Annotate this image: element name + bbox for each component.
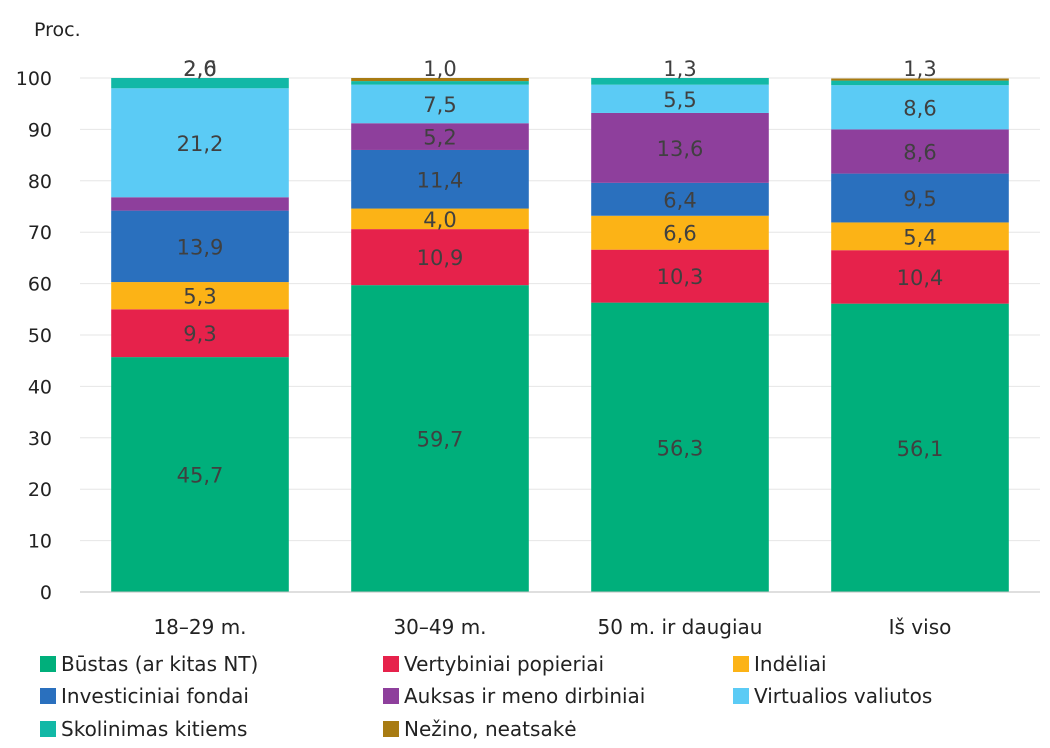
bar-segment-0-4 bbox=[111, 197, 289, 211]
bar-segment-2-4 bbox=[591, 112, 769, 183]
legend-swatch-6 bbox=[40, 721, 56, 737]
bars bbox=[111, 78, 1009, 592]
data-label-0-0: 45,7 bbox=[177, 464, 224, 488]
legend-swatch-3 bbox=[40, 688, 56, 704]
data-label-1-3: 11,4 bbox=[417, 168, 464, 192]
y-tick-label-30: 30 bbox=[28, 428, 52, 450]
bar-segment-0-3 bbox=[111, 210, 289, 283]
bar-segment-3-1 bbox=[831, 250, 1009, 304]
bar-segment-2-1 bbox=[591, 249, 769, 303]
data-label-1-7: 1,0 bbox=[423, 57, 456, 81]
legend-swatch-0 bbox=[40, 656, 56, 672]
bar-segment-0-6 bbox=[111, 78, 289, 89]
bar-segment-2-5 bbox=[591, 84, 769, 113]
category-label-3: Iš viso bbox=[889, 615, 952, 639]
data-label-0-4: 2,6 bbox=[183, 57, 216, 81]
legend-swatch-4 bbox=[383, 688, 399, 704]
bar-segment-0-0 bbox=[111, 357, 289, 592]
data-label-2-1: 10,3 bbox=[657, 265, 704, 289]
bar-segment-2-2 bbox=[591, 215, 769, 250]
category-label-2: 50 m. ir daugiau bbox=[598, 615, 763, 639]
bar-segment-3-4 bbox=[831, 129, 1009, 174]
data-label-2-3: 6,4 bbox=[663, 188, 696, 212]
y-tick-label-90: 90 bbox=[28, 119, 52, 141]
bar-segment-3-3 bbox=[831, 173, 1009, 223]
data-label-1-0: 59,7 bbox=[417, 428, 464, 452]
y-tick-label-100: 100 bbox=[16, 68, 52, 90]
data-label-1-2: 4,0 bbox=[423, 208, 456, 232]
legend-label-6: Skolinimas kitiems bbox=[61, 717, 247, 741]
bar-segment-0-1 bbox=[111, 309, 289, 358]
data-label-0-3: 13,9 bbox=[177, 235, 224, 259]
y-tick-label-50: 50 bbox=[28, 325, 52, 347]
legend: Būstas (ar kitas NT) Vertybiniai popieria… bbox=[40, 652, 932, 741]
y-tick-label-40: 40 bbox=[28, 376, 52, 398]
bar-segment-3-5 bbox=[831, 85, 1009, 130]
bar-segment-3-2 bbox=[831, 222, 1009, 251]
category-label-0: 18–29 m. bbox=[153, 615, 246, 639]
bar-segment-3-6 bbox=[831, 80, 1009, 86]
bar-segment-2-0 bbox=[591, 302, 769, 592]
bar-segment-0-2 bbox=[111, 282, 289, 310]
data-label-0-2: 5,3 bbox=[183, 285, 216, 309]
y-unit-label: Proc. bbox=[34, 19, 81, 41]
x-axis-categories: 18–29 m. 30–49 m. 50 m. ir daugiau Iš viso bbox=[153, 615, 951, 639]
y-tick-label-80: 80 bbox=[28, 171, 52, 193]
legend-label-1: Vertybiniai popieriai bbox=[404, 652, 604, 676]
bar-segment-1-3 bbox=[351, 149, 529, 209]
data-label-3-1: 10,4 bbox=[897, 266, 944, 290]
bar-segment-1-0 bbox=[351, 285, 529, 592]
data-label-3-7: 1,3 bbox=[903, 57, 936, 81]
legend-swatch-5 bbox=[733, 688, 749, 704]
data-label-3-4: 8,6 bbox=[903, 141, 936, 165]
data-label-2-0: 56,3 bbox=[657, 436, 704, 460]
y-tick-label-60: 60 bbox=[28, 274, 52, 296]
data-label-2-5: 5,5 bbox=[663, 88, 696, 112]
bar-segment-2-6 bbox=[591, 78, 769, 85]
bar-segment-2-3 bbox=[591, 182, 769, 216]
y-axis-ticks: 0 10 20 30 40 50 60 70 80 90 100 bbox=[16, 68, 52, 604]
y-tick-label-70: 70 bbox=[28, 222, 52, 244]
bar-segment-3-0 bbox=[831, 303, 1009, 592]
legend-swatch-7 bbox=[383, 721, 399, 737]
data-label-1-1: 10,9 bbox=[417, 246, 464, 270]
bar-segment-3-7 bbox=[831, 78, 1009, 81]
bar-segment-1-4 bbox=[351, 123, 529, 150]
bar-segment-1-5 bbox=[351, 84, 529, 124]
legend-label-3: Investiciniai fondai bbox=[61, 684, 249, 708]
y-tick-label-10: 10 bbox=[28, 531, 52, 553]
bar-segment-1-7 bbox=[351, 78, 529, 82]
bar-segment-0-5 bbox=[111, 88, 289, 198]
data-label-0-5: 21,2 bbox=[177, 132, 224, 156]
data-label-1-4: 5,2 bbox=[423, 126, 456, 150]
data-label-3-3: 9,5 bbox=[903, 187, 936, 211]
data-label-2-6: 1,3 bbox=[663, 57, 696, 81]
data-label-0-6: 2,0 bbox=[183, 57, 216, 81]
data-label-2-4: 13,6 bbox=[657, 137, 704, 161]
bar-segment-1-1 bbox=[351, 229, 529, 286]
data-label-3-2: 5,4 bbox=[903, 225, 936, 249]
y-tick-label-0: 0 bbox=[40, 582, 52, 604]
bar-segment-1-6 bbox=[351, 81, 529, 85]
legend-label-0: Būstas (ar kitas NT) bbox=[61, 652, 258, 676]
legend-swatch-1 bbox=[383, 656, 399, 672]
data-labels: 45,7 9,3 5,3 13,9 2,6 21,2 2,0 59,7 10,9 4,0 11,4 5… bbox=[177, 57, 944, 488]
data-label-2-2: 6,6 bbox=[663, 222, 696, 246]
legend-swatch-2 bbox=[733, 656, 749, 672]
legend-label-2: Indėliai bbox=[754, 652, 827, 676]
data-label-3-0: 56,1 bbox=[897, 437, 944, 461]
legend-label-4: Auksas ir meno dirbiniai bbox=[404, 684, 645, 708]
data-label-1-5: 7,5 bbox=[423, 93, 456, 117]
legend-label-7: Nežino, neatsakė bbox=[404, 717, 577, 741]
data-label-3-5: 8,6 bbox=[903, 96, 936, 120]
category-label-1: 30–49 m. bbox=[393, 615, 486, 639]
y-tick-label-20: 20 bbox=[28, 479, 52, 501]
data-label-0-1: 9,3 bbox=[183, 322, 216, 346]
bar-segment-1-2 bbox=[351, 208, 529, 230]
legend-label-5: Virtualios valiutos bbox=[754, 684, 932, 708]
